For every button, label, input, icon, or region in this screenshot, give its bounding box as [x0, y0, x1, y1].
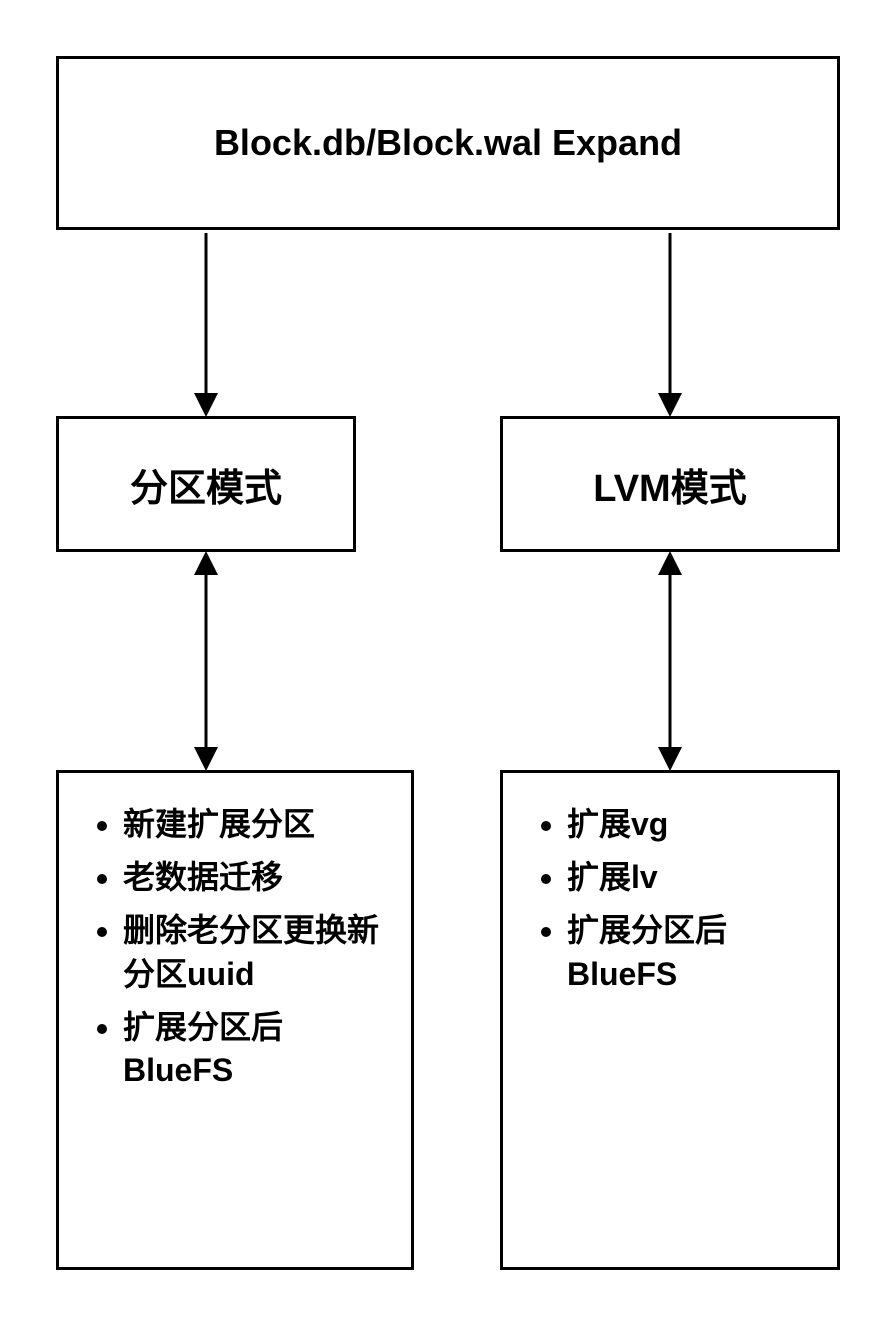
list-item: 扩展分区后BlueFS: [567, 909, 817, 995]
lvm-steps-list: 扩展vg 扩展lv 扩展分区后BlueFS: [533, 803, 817, 996]
node-partition-mode: 分区模式: [56, 416, 356, 552]
node-lvm-mode: LVM模式: [500, 416, 840, 552]
diagram-canvas: { "type": "flowchart", "background_color…: [0, 0, 894, 1333]
list-item: 新建扩展分区: [123, 803, 391, 846]
node-root: Block.db/Block.wal Expand: [56, 56, 840, 230]
list-item: 老数据迁移: [123, 856, 391, 899]
node-partition-steps: 新建扩展分区 老数据迁移 删除老分区更换新分区uuid 扩展分区后BlueFS: [56, 770, 414, 1270]
partition-steps-list: 新建扩展分区 老数据迁移 删除老分区更换新分区uuid 扩展分区后BlueFS: [89, 803, 391, 1092]
list-item: 删除老分区更换新分区uuid: [123, 909, 391, 995]
list-item: 扩展vg: [567, 803, 817, 846]
node-partition-mode-label: 分区模式: [130, 457, 282, 512]
node-lvm-steps: 扩展vg 扩展lv 扩展分区后BlueFS: [500, 770, 840, 1270]
node-root-label: Block.db/Block.wal Expand: [214, 122, 682, 164]
list-item: 扩展分区后BlueFS: [123, 1006, 391, 1092]
list-item: 扩展lv: [567, 856, 817, 899]
node-lvm-mode-label: LVM模式: [593, 457, 746, 512]
